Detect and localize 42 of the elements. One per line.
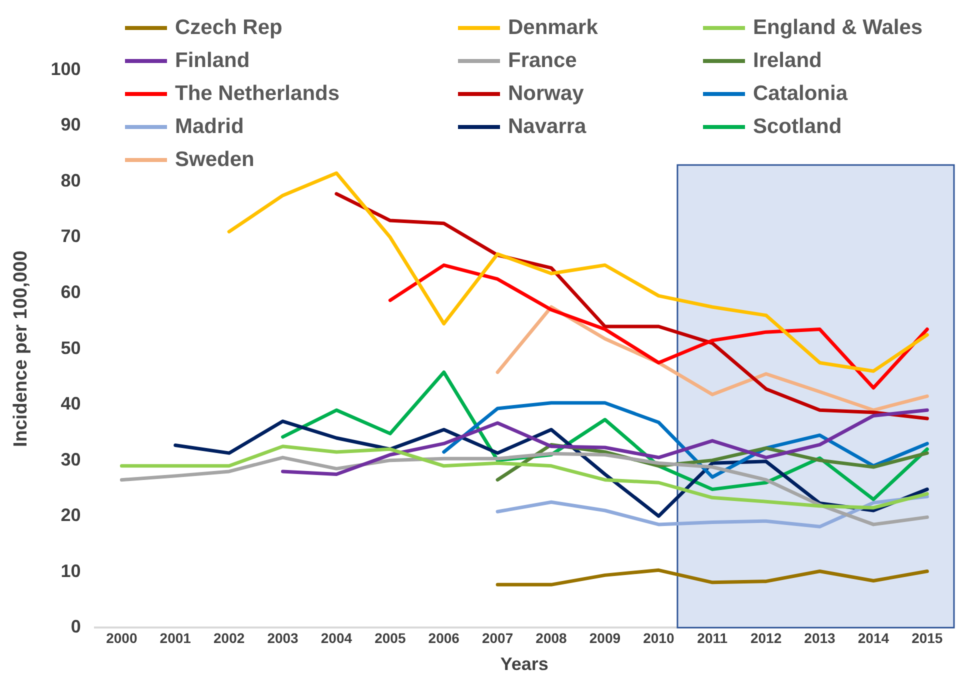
- x-tick-label: 2005: [374, 630, 406, 646]
- x-tick-label: 2004: [320, 630, 352, 646]
- legend-label: France: [508, 49, 577, 73]
- x-tick-label: 2001: [160, 630, 192, 646]
- y-axis-title: Incidence per 100,000: [10, 250, 32, 448]
- legend-label: Norway: [508, 82, 584, 106]
- x-tick-label: 2000: [106, 630, 138, 646]
- legend-label: England & Wales: [753, 16, 923, 40]
- legend-label: Finland: [175, 49, 250, 73]
- y-tick-label: 90: [60, 114, 81, 135]
- y-tick-label: 80: [60, 170, 81, 190]
- legend-label: Sweden: [175, 148, 254, 172]
- legend-label: Navarra: [508, 115, 586, 139]
- y-tick-label: 30: [60, 449, 81, 470]
- x-tick-label: 2013: [804, 630, 836, 646]
- legend-label: Ireland: [753, 49, 822, 73]
- x-tick-label: 2011: [697, 630, 728, 646]
- x-tick-label: 2009: [589, 630, 621, 646]
- x-tick-label: 2015: [912, 630, 943, 646]
- y-tick-label: 50: [60, 338, 81, 358]
- x-axis-title: Years: [500, 654, 548, 674]
- x-tick-label: 2002: [214, 630, 245, 646]
- x-tick-label: 2008: [536, 630, 568, 646]
- x-tick-label: 2010: [643, 630, 674, 646]
- x-tick-label: 2014: [858, 630, 890, 646]
- y-tick-label: 20: [60, 505, 81, 526]
- y-tick-label: 60: [60, 282, 81, 302]
- legend-label: Scotland: [753, 115, 842, 139]
- legend-label: Madrid: [175, 115, 244, 139]
- y-tick-label: 10: [60, 560, 81, 581]
- y-tick-label: 0: [70, 616, 81, 637]
- x-tick-label: 2007: [482, 630, 514, 646]
- legend-label: Denmark: [508, 16, 598, 40]
- legend-label: Catalonia: [753, 82, 848, 106]
- y-tick-label: 70: [60, 226, 81, 246]
- x-tick-label: 2003: [267, 630, 299, 646]
- legend-label: Czech Rep: [175, 16, 282, 40]
- x-tick-label: 2006: [428, 630, 460, 646]
- y-tick-label: 100: [50, 58, 81, 79]
- y-tick-label: 40: [60, 394, 81, 414]
- x-tick-label: 2012: [750, 630, 782, 646]
- legend-label: The Netherlands: [175, 82, 340, 106]
